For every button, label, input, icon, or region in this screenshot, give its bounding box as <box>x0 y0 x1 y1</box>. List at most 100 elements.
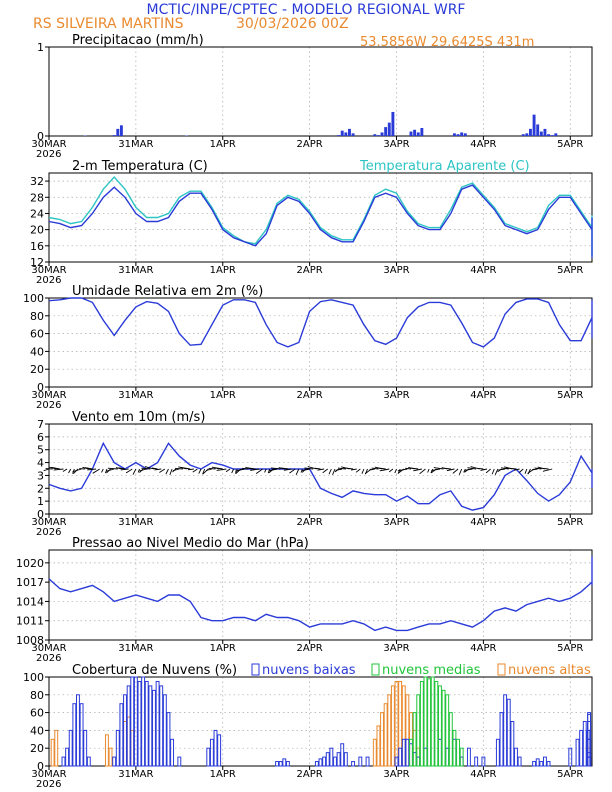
wind-arrow <box>467 467 477 470</box>
y-tick-label: 1011 <box>16 615 44 628</box>
wind-arrow <box>397 468 408 472</box>
cloud-bar <box>539 761 544 767</box>
year-label: 2026 <box>36 653 61 664</box>
panel-title: 2-m Temperatura (C) <box>72 159 208 174</box>
y-tick-label: 1 <box>37 495 44 508</box>
precip-bar <box>456 134 460 136</box>
header-coords: 53.5856W 29.6425S 431m <box>360 35 534 50</box>
cloud-bar <box>466 747 471 767</box>
panel-title: Pressao ao Nivel Medio do Mar (hPa) <box>72 536 309 551</box>
header-title: MCTIC/INPE/CPTEC - MODELO REGIONAL WRF <box>147 2 466 18</box>
cloud-bar <box>152 689 156 767</box>
wind-arrow <box>355 468 361 473</box>
cloud-bar <box>365 756 370 767</box>
panel-title: Cobertura de Nuvens (%) <box>72 663 237 678</box>
year-label: 2026 <box>36 275 61 286</box>
cloud-bar <box>119 703 124 767</box>
precip-bar <box>550 135 554 136</box>
wind-arrow <box>328 468 332 475</box>
cloud-bar <box>318 758 323 767</box>
wind-arrow <box>539 467 549 470</box>
precip-bar <box>391 111 395 136</box>
year-label: 2026 <box>36 527 61 538</box>
x-tick-label: 2APR <box>297 390 323 401</box>
x-tick-label: 2APR <box>297 139 323 150</box>
cloud-bar <box>130 676 135 767</box>
wind-arrow <box>413 468 422 472</box>
cloud-bar <box>535 758 540 767</box>
y-tick-label: 0 <box>37 760 44 773</box>
wind-arrow <box>343 467 354 470</box>
wind-arrow <box>180 466 191 470</box>
precip-bar <box>116 128 120 136</box>
precip-bar <box>554 133 558 136</box>
wind-arrow <box>206 468 213 471</box>
cloud-bar <box>568 747 573 767</box>
y-tick-label: 20 <box>30 363 44 376</box>
wind-arrow <box>524 468 528 474</box>
cloud-bar <box>166 712 171 767</box>
wind-arrow <box>369 468 375 471</box>
precip-bar <box>460 132 464 136</box>
wind-arrow <box>322 468 329 474</box>
wind-arrow <box>477 467 484 470</box>
cloud-bar <box>115 729 120 767</box>
cloud-bar <box>322 756 327 767</box>
y-tick-label: 1008 <box>16 634 44 647</box>
wind-arrow <box>137 468 140 473</box>
cloud-bar <box>104 734 109 767</box>
x-tick-label: 31MAR <box>118 517 153 528</box>
cloud-bar <box>285 761 290 767</box>
wind-arrow <box>500 467 509 470</box>
y-tick-label: 1 <box>37 41 44 54</box>
wind-arrow <box>216 468 227 471</box>
cloud-bar <box>587 756 592 767</box>
wind-arrow <box>118 467 126 470</box>
cloud-bar <box>340 743 345 767</box>
wind-arrow <box>295 468 300 475</box>
wind-arrow <box>87 468 97 471</box>
y-tick-label: 80 <box>30 310 44 323</box>
wind-arrow <box>463 468 466 473</box>
cloud-bar <box>159 685 164 767</box>
x-tick-label: 5APR <box>557 390 583 401</box>
cloud-bar <box>206 747 211 767</box>
wind-arrow <box>506 467 517 470</box>
y-tick-label: 7 <box>37 418 44 431</box>
wind-arrow <box>443 467 451 470</box>
x-tick-label: 4APR <box>470 390 496 401</box>
wind-arrow <box>304 467 314 470</box>
x-tick-label: 31MAR <box>118 390 153 401</box>
wind-arrow <box>84 467 93 470</box>
precip-bar <box>409 131 413 136</box>
wind-arrow <box>151 467 158 470</box>
wind-arrow <box>337 467 346 470</box>
x-tick-label: 4APR <box>470 769 496 780</box>
x-tick-label: 5APR <box>557 517 583 528</box>
wind-arrow <box>534 467 542 470</box>
wind-arrow <box>72 468 82 473</box>
cloud-bar <box>376 725 381 767</box>
wind-arrow <box>361 468 365 474</box>
wind-arrow <box>281 467 288 470</box>
wind-arrow <box>107 467 118 470</box>
cloud-bar <box>506 698 511 767</box>
x-tick-label: 30MAR <box>31 643 66 654</box>
wind-arrow <box>235 468 245 472</box>
wind-arrow <box>141 467 151 470</box>
wind-arrow <box>165 468 169 475</box>
cloud-bar <box>209 738 214 767</box>
y-tick-label: 20 <box>30 742 44 755</box>
cloud-bar <box>445 694 450 767</box>
wind-arrow <box>542 468 553 472</box>
cloud-bar <box>394 756 399 767</box>
wind-arrow <box>289 468 296 474</box>
y-tick-label: 80 <box>30 689 44 702</box>
cloud-bar <box>416 694 421 767</box>
cloud-bar <box>148 685 153 767</box>
wind-arrow <box>73 468 79 474</box>
x-tick-label: 30MAR <box>31 139 66 150</box>
cloud-bar <box>137 680 142 767</box>
wind-arrow <box>494 468 499 475</box>
